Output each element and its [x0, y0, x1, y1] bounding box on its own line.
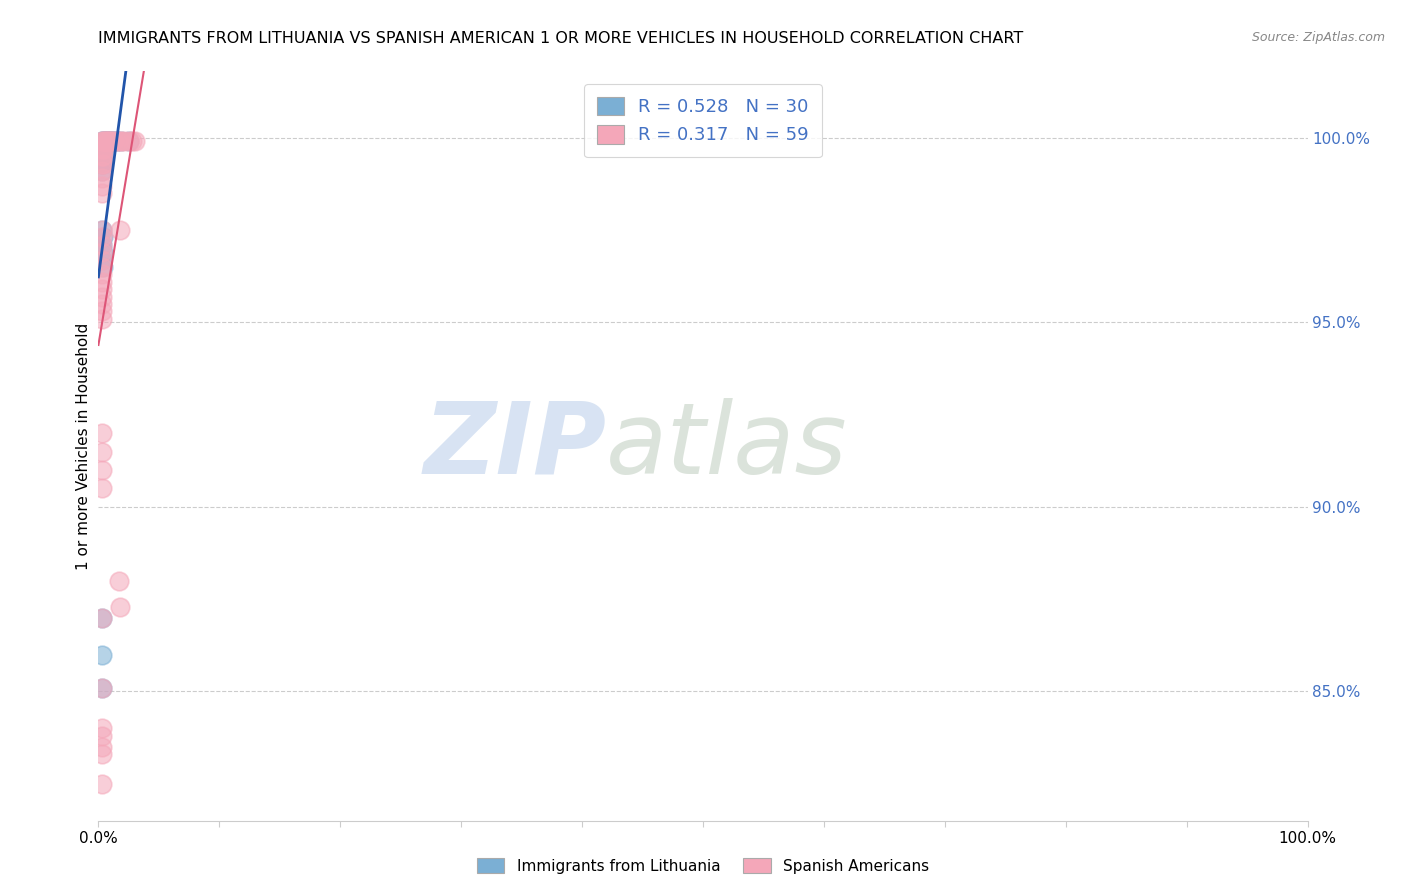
Point — [91, 463, 114, 477]
Point — [91, 747, 114, 762]
Point — [91, 223, 114, 237]
Point — [91, 149, 114, 163]
Point — [91, 156, 114, 170]
Point — [91, 282, 114, 296]
Point — [100, 135, 122, 149]
Point — [91, 739, 114, 754]
Point — [91, 164, 114, 178]
Point — [91, 777, 114, 791]
Point — [91, 156, 114, 170]
Point — [91, 482, 114, 496]
Point — [91, 426, 114, 441]
Point — [91, 610, 114, 624]
Point — [91, 252, 114, 267]
Point — [91, 142, 114, 156]
Point — [91, 681, 114, 695]
Point — [96, 135, 118, 149]
Point — [105, 135, 128, 149]
Text: Source: ZipAtlas.com: Source: ZipAtlas.com — [1251, 31, 1385, 45]
Point — [91, 444, 114, 458]
Point — [103, 135, 125, 149]
Point — [91, 252, 114, 267]
Point — [91, 681, 114, 695]
Point — [94, 135, 117, 149]
Point — [91, 171, 114, 186]
Point — [100, 135, 122, 149]
Point — [91, 149, 114, 163]
Point — [108, 599, 131, 614]
Point — [93, 142, 115, 156]
Point — [91, 729, 114, 743]
Point — [98, 135, 121, 149]
Point — [96, 135, 118, 149]
Point — [91, 135, 114, 149]
Point — [91, 135, 114, 149]
Point — [97, 135, 120, 149]
Point — [91, 304, 114, 318]
Point — [91, 142, 114, 156]
Point — [121, 135, 143, 149]
Point — [91, 156, 114, 170]
Point — [91, 149, 114, 163]
Point — [103, 135, 125, 149]
Point — [91, 260, 114, 274]
Point — [91, 142, 114, 156]
Point — [91, 135, 114, 149]
Legend: Immigrants from Lithuania, Spanish Americans: Immigrants from Lithuania, Spanish Ameri… — [471, 852, 935, 880]
Y-axis label: 1 or more Vehicles in Household: 1 or more Vehicles in Household — [76, 322, 91, 570]
Point — [94, 135, 117, 149]
Point — [91, 230, 114, 244]
Point — [91, 268, 114, 282]
Point — [98, 135, 121, 149]
Point — [91, 156, 114, 170]
Point — [91, 230, 114, 244]
Point — [91, 164, 114, 178]
Text: ZIP: ZIP — [423, 398, 606, 494]
Point — [91, 237, 114, 252]
Point — [91, 178, 114, 193]
Point — [91, 142, 114, 156]
Point — [110, 135, 132, 149]
Text: IMMIGRANTS FROM LITHUANIA VS SPANISH AMERICAN 1 OR MORE VEHICLES IN HOUSEHOLD CO: IMMIGRANTS FROM LITHUANIA VS SPANISH AME… — [98, 31, 1024, 46]
Point — [91, 223, 114, 237]
Point — [93, 142, 115, 156]
Point — [100, 135, 122, 149]
Point — [110, 135, 132, 149]
Point — [91, 648, 114, 662]
Point — [91, 260, 114, 274]
Point — [93, 135, 115, 149]
Point — [97, 135, 120, 149]
Point — [91, 722, 114, 736]
Point — [91, 245, 114, 260]
Point — [124, 135, 146, 149]
Point — [91, 289, 114, 303]
Point — [100, 135, 122, 149]
Point — [91, 186, 114, 201]
Point — [108, 574, 131, 588]
Point — [91, 149, 114, 163]
Point — [91, 135, 114, 149]
Point — [118, 135, 141, 149]
Point — [91, 297, 114, 311]
Text: atlas: atlas — [606, 398, 848, 494]
Point — [91, 610, 114, 624]
Point — [105, 135, 128, 149]
Point — [91, 275, 114, 289]
Legend: R = 0.528   N = 30, R = 0.317   N = 59: R = 0.528 N = 30, R = 0.317 N = 59 — [585, 84, 821, 157]
Point — [93, 135, 115, 149]
Point — [108, 223, 131, 237]
Point — [91, 311, 114, 326]
Point — [118, 135, 141, 149]
Point — [91, 245, 114, 260]
Point — [108, 135, 131, 149]
Point — [112, 135, 135, 149]
Point — [91, 237, 114, 252]
